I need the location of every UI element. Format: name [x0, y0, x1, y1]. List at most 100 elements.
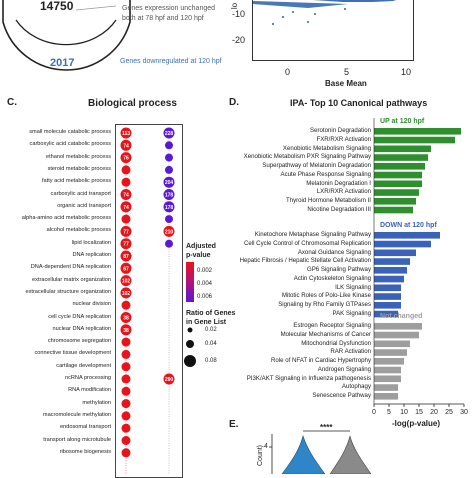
term-label: organic acid transport — [57, 202, 111, 209]
term-label: extracellular structure organization — [25, 288, 111, 295]
term-label: cartilage development — [56, 362, 111, 369]
panel-d-title: IPA- Top 10 Canonical pathways — [290, 98, 428, 108]
pathway-label: GP6 Signaling Pathway — [306, 266, 371, 273]
legend-pvalue-tick-2: 0.006 — [197, 294, 213, 300]
pathway-bar — [374, 258, 410, 265]
ma-ytick-20: -20 — [232, 35, 246, 45]
pathway-bar — [374, 384, 398, 391]
term-label: steroid metabolic process — [47, 165, 111, 172]
term-label: fatty acid metabolic process — [41, 178, 111, 185]
panel-c-letter: C. — [7, 97, 17, 108]
pathway-bar — [374, 267, 407, 274]
pathway-bar — [374, 189, 419, 196]
pathway-bar — [374, 232, 440, 239]
term-label: carboxylic acid transport — [50, 190, 111, 197]
legend-pvalue-title-1: Adjusted — [186, 243, 216, 250]
pathway-label: Actin Cytoskeleton Signaling — [293, 274, 371, 282]
pathway-label: Mitochondrial Dysfunction — [301, 339, 371, 347]
pathway-label: Melatonin Degradation I — [306, 179, 371, 187]
legend-ratio-title-2: in Gene List — [186, 319, 227, 326]
term-label: ribosome biogenesis — [59, 448, 111, 455]
term-label: ethanol metabolic process — [46, 153, 111, 160]
panel-d-xtick-label: 15 — [415, 409, 423, 416]
pathway-label: Xenobiotic Metabolism PXR Signaling Path… — [243, 153, 371, 161]
pathway-label: Axonal Guidance Signaling — [297, 248, 371, 256]
pathway-bar — [374, 323, 422, 330]
pathway-bar — [374, 375, 401, 383]
pathway-label: Molecular Mechanisms of Cancer — [280, 330, 371, 338]
panel-d-xlabel: -log(p-value) — [392, 419, 440, 428]
panel-e-ylabel-fragment: Count) — [257, 444, 265, 467]
pathway-label: Mitotic Roles of Polo-Like Kinase — [281, 292, 371, 300]
panel-d-xtick-label: 20 — [430, 409, 438, 416]
group-label: DOWN at 120 hpf — [380, 222, 437, 229]
pathway-bar — [374, 331, 419, 339]
venn-down-count: 2017 — [50, 57, 75, 69]
legend-pvalue-tick-1: 0.004 — [197, 281, 213, 287]
pathway-bar — [374, 349, 407, 356]
legend-ratio-dot-medium — [186, 340, 194, 348]
group-label: Not changed — [380, 313, 423, 320]
pathway-label: Serotonin Degradation — [310, 127, 371, 134]
term-label: nuclear DNA replication — [52, 325, 111, 332]
pathway-label: Kinetochore Metaphase Signaling Pathway — [254, 231, 371, 238]
pathway-label: PAK Signaling — [332, 309, 371, 317]
pathway-bar — [374, 366, 401, 374]
pathway-label: Acute Phase Response Signaling — [280, 170, 371, 178]
pathway-bar — [374, 171, 422, 179]
term-label: macromolecule methylation — [42, 411, 111, 418]
ma-ytick-10: -10 — [232, 9, 246, 19]
legend-pvalue-title-2: p-value — [186, 252, 211, 259]
legend-ratio-dot-small — [187, 327, 193, 333]
panel-d-xtick-label: 10 — [400, 409, 408, 416]
legend-ratio-tick-2: 0.08 — [205, 358, 217, 364]
term-label: connective tissue development — [34, 350, 112, 357]
pathway-label: Thyroid Hormone Metabolism II — [285, 197, 371, 204]
legend-ratio-tick-1: 0.04 — [205, 341, 217, 347]
pathway-bar — [374, 154, 428, 161]
legend-ratio-title-1: Ratio of Genes — [186, 310, 236, 317]
legend-pvalue-colorbar — [186, 262, 194, 302]
pathway-bar — [374, 275, 404, 283]
legend-ratio-tick-0: 0.02 — [205, 327, 217, 333]
term-label: ncRNA processing — [64, 375, 111, 381]
term-label: DNA replication — [72, 252, 111, 258]
pathway-label: Superpathway of Melatonin Degradation — [262, 162, 371, 169]
ma-xtick-0: 0 — [285, 67, 291, 77]
group-label: UP at 120 hpf — [380, 118, 425, 125]
pathway-bar — [374, 393, 398, 400]
pathway-bar — [374, 163, 425, 170]
pathway-bar — [374, 358, 404, 365]
pathway-bar — [374, 302, 401, 309]
pathway-bar — [374, 249, 416, 257]
panel-d-xtick-label: 0 — [372, 409, 376, 416]
pathway-bar — [374, 293, 401, 300]
violin-blue — [281, 434, 326, 474]
pathway-label: Androgen Signaling — [317, 365, 371, 373]
pathway-label: Autophagy — [341, 383, 371, 391]
pathway-bar — [374, 128, 461, 135]
venn-unchanged-label-2: both at 78 hpf and 120 hpf — [122, 15, 204, 22]
ma-plot-frame — [252, 0, 414, 61]
term-label: cell cycle DNA replication — [48, 313, 111, 320]
term-label: transport along microtubule — [43, 436, 111, 443]
panel-d-letter: D. — [229, 97, 239, 108]
pathway-label: Cell Cycle Control of Chromosomal Replic… — [243, 239, 371, 247]
legend-pvalue-tick-0: 0.002 — [197, 268, 213, 274]
venn-top-count: 14750 — [40, 0, 74, 13]
term-label: endosomal transport — [60, 424, 111, 431]
term-label: nuclear division — [72, 301, 111, 308]
pathway-label: Xenobiotic Metabolism Signaling — [282, 144, 371, 152]
ma-xlabel: Base Mean — [325, 79, 367, 88]
pathway-bar — [374, 284, 401, 292]
venn-down-label: Genes downregulated at 120 hpf — [120, 58, 222, 65]
panel-e-letter: E. — [229, 419, 239, 430]
pathway-bar — [374, 180, 422, 188]
pathway-bar — [374, 206, 413, 214]
panel-e-ytick-4: 4 — [264, 443, 268, 450]
term-label: lipid localization — [71, 239, 111, 246]
pathway-label: PI3K/AKT Signaling in Influenza pathogen… — [246, 374, 371, 382]
pathway-label: LXR/RXR Activation — [316, 188, 371, 196]
term-label: alcohol metabolic process — [46, 227, 111, 234]
pathway-label: Role of NFAT in Cardiac Hypertrophy — [270, 357, 371, 364]
